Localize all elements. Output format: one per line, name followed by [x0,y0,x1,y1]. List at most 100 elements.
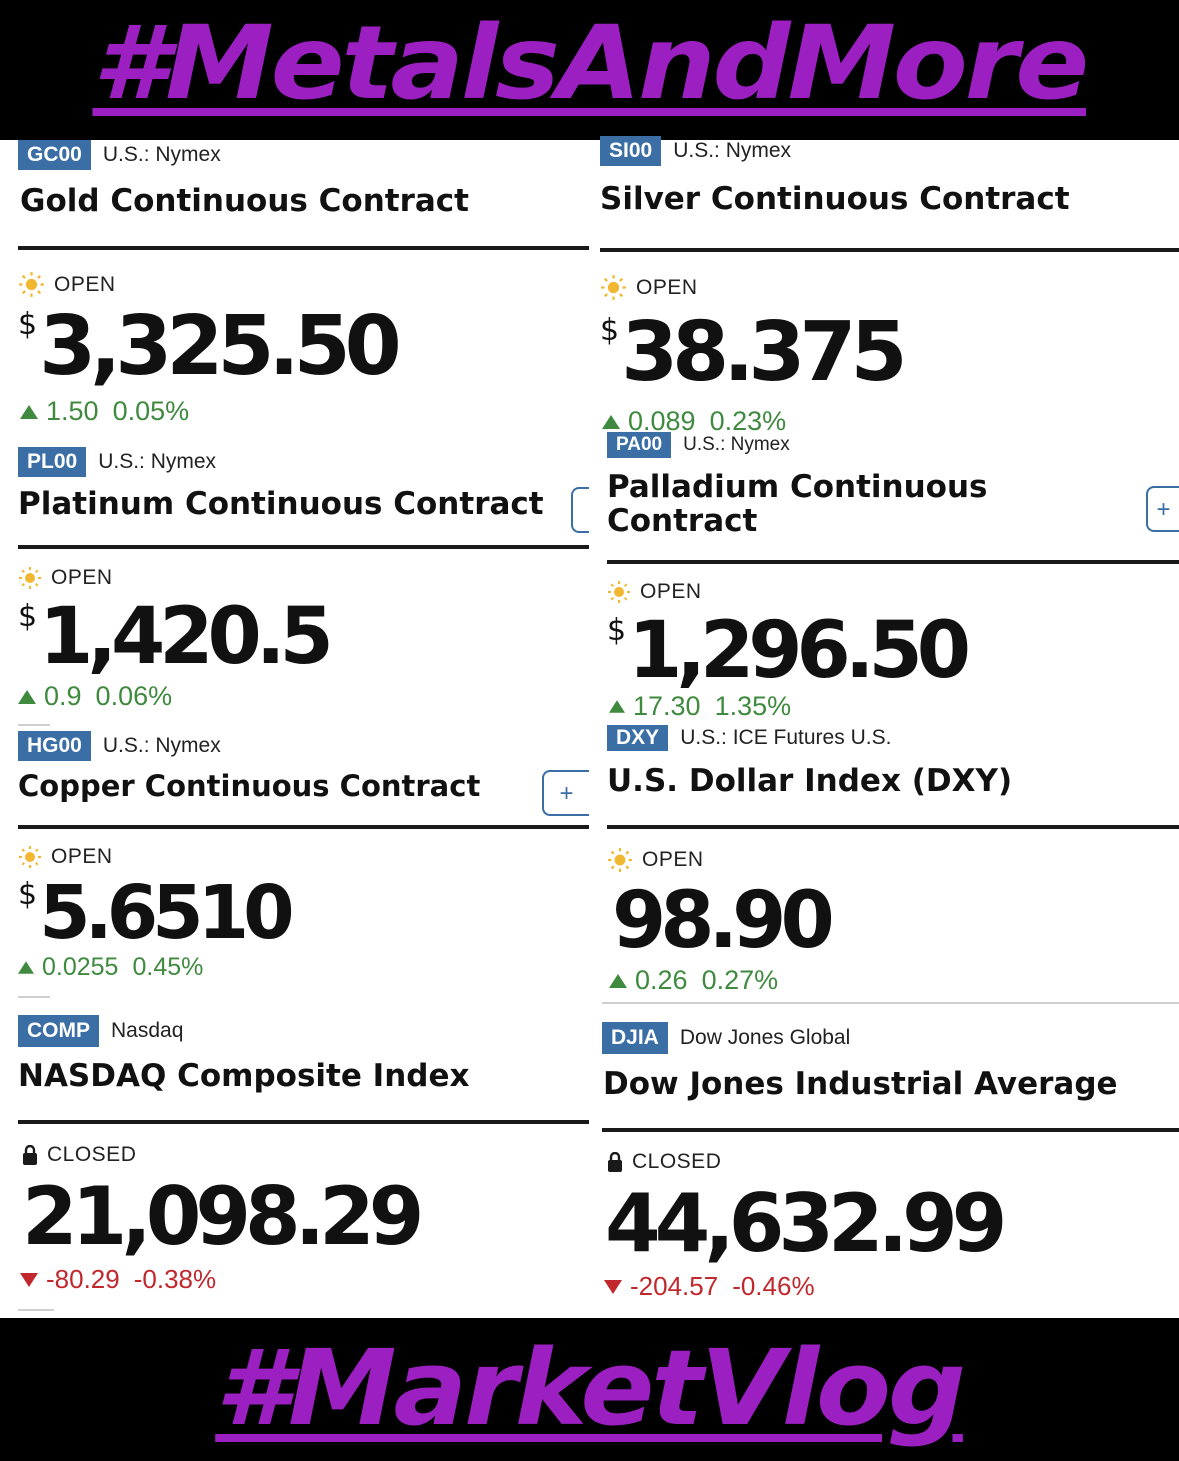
silver-meta: SI00 U.S.: Nymex [600,136,791,166]
palladium-change-pct: 1.35% [714,691,792,721]
copper-change-pct: 0.45% [132,953,204,981]
gold-divider [18,246,589,250]
silver-price-value: 38.375 [621,305,907,400]
dxy-status-label: OPEN [642,848,704,871]
copper-symbol-badge[interactable]: HG00 [18,731,91,761]
nasdaq-price: 21,098.29 [22,1177,424,1257]
triangle-up-icon [609,973,627,988]
dxy-name[interactable]: U.S. Dollar Index (DXY) [607,763,1013,799]
palladium-exchange: U.S.: Nymex [683,434,790,455]
palladium-status-label: OPEN [640,580,702,603]
palladium-name[interactable]: Palladium Continuous Contract [607,470,987,538]
triangle-up-icon [18,961,34,974]
nasdaq-meta: COMP Nasdaq [18,1015,183,1047]
platinum-add-button[interactable] [571,487,589,533]
triangle-up-icon [602,414,620,429]
platinum-status: OPEN [18,566,113,590]
copper-divider [18,825,589,829]
copper-change: 0.0255 0.45% [18,953,203,982]
silver-change-value: 0.089 [628,406,696,436]
copper-status-label: OPEN [51,845,113,868]
copper-add-button[interactable]: + [542,770,589,816]
silver-divider [600,248,1179,252]
gold-price: $3,325.50 [18,306,402,388]
nasdaq-change-pct: -0.38% [133,1264,217,1294]
top-banner-text: #MetalsAndMore [92,4,1090,123]
copper-price: $5.6510 [18,876,295,950]
platinum-exchange: U.S.: Nymex [98,450,217,473]
gold-currency: $ [18,307,38,342]
triangle-up-icon [18,689,36,704]
copper-footer-rule [18,996,50,998]
silver-currency: $ [600,313,620,348]
djia-price: 44,632.99 [605,1184,1007,1264]
gold-status: OPEN [18,271,116,298]
dxy-change-pct: 0.27% [701,965,779,995]
silver-symbol-badge[interactable]: SI00 [600,136,662,166]
palladium-symbol-badge[interactable]: PA00 [607,432,672,458]
copper-price-value: 5.6510 [39,870,295,956]
nasdaq-status-label: CLOSED [47,1143,137,1166]
djia-divider [602,1128,1179,1132]
silver-name[interactable]: Silver Continuous Contract [600,181,1070,217]
palladium-status: OPEN [607,580,702,604]
nasdaq-change: -80.29 -0.38% [20,1264,216,1295]
copper-currency: $ [18,877,38,912]
silver-exchange: U.S.: Nymex [673,139,792,162]
sun-icon [608,848,632,872]
gold-change: 1.50 0.05% [20,396,189,427]
nasdaq-price-value: 21,098.29 [22,1170,424,1263]
copper-exchange: U.S.: Nymex [102,734,221,757]
gold-exchange: U.S.: Nymex [102,143,221,166]
gold-symbol-badge[interactable]: GC00 [18,140,91,170]
platinum-status-label: OPEN [51,566,113,589]
plus-icon: + [1156,496,1171,523]
palladium-name-line1: Palladium Continuous [607,469,988,505]
nasdaq-symbol-badge[interactable]: COMP [18,1015,99,1047]
dxy-status: OPEN [607,847,704,873]
djia-symbol-badge[interactable]: DJIA [602,1022,668,1054]
dxy-change-value: 0.26 [635,965,688,995]
platinum-divider [18,545,589,549]
top-banner: #MetalsAndMore [0,0,1179,140]
djia-change-value: -204.57 [630,1271,719,1301]
platinum-name[interactable]: Platinum Continuous Contract [18,486,544,522]
djia-name[interactable]: Dow Jones Industrial Average [603,1066,1118,1102]
dxy-symbol-badge[interactable]: DXY [607,725,669,751]
palladium-divider [607,560,1179,564]
sun-icon [608,581,630,603]
palladium-currency: $ [607,613,627,648]
palladium-name-line2: Contract [607,503,758,539]
plus-icon: + [559,780,574,807]
silver-change: 0.089 0.23% [602,406,786,437]
platinum-currency: $ [18,599,38,634]
platinum-symbol-badge[interactable]: PL00 [18,447,87,477]
nasdaq-footer-rule [18,1309,54,1311]
copper-meta: HG00 U.S.: Nymex [18,731,221,761]
gold-meta: GC00 U.S.: Nymex [18,140,221,170]
copper-name[interactable]: Copper Continuous Contract [18,769,481,803]
nasdaq-divider [18,1120,589,1124]
sun-icon [19,846,41,868]
nasdaq-change-value: -80.29 [46,1264,120,1294]
palladium-add-button[interactable]: + [1146,486,1179,532]
djia-exchange: Dow Jones Global [679,1026,851,1049]
triangle-down-icon [20,1272,38,1287]
palladium-price-value: 1,296.50 [628,606,971,696]
silver-status-label: OPEN [636,275,698,299]
dxy-change: 0.26 0.27% [609,965,778,996]
gold-name[interactable]: Gold Continuous Contract [20,183,470,219]
palladium-price: $1,296.50 [607,612,971,690]
bottom-banner-text: #MarketVlog [215,1327,967,1449]
dxy-exchange: U.S.: ICE Futures U.S. [680,726,892,749]
palladium-change-value: 17.30 [633,691,701,721]
nasdaq-name[interactable]: NASDAQ Composite Index [18,1058,470,1094]
lock-icon [23,1145,37,1165]
triangle-up-icon [20,404,38,419]
bottom-banner: #MarketVlog [0,1318,1179,1461]
gold-change-value: 1.50 [46,396,99,426]
nasdaq-status: CLOSED [22,1143,136,1167]
djia-change-pct: -0.46% [732,1271,815,1301]
platinum-change-pct: 0.06% [95,681,173,711]
sun-icon [19,272,44,297]
